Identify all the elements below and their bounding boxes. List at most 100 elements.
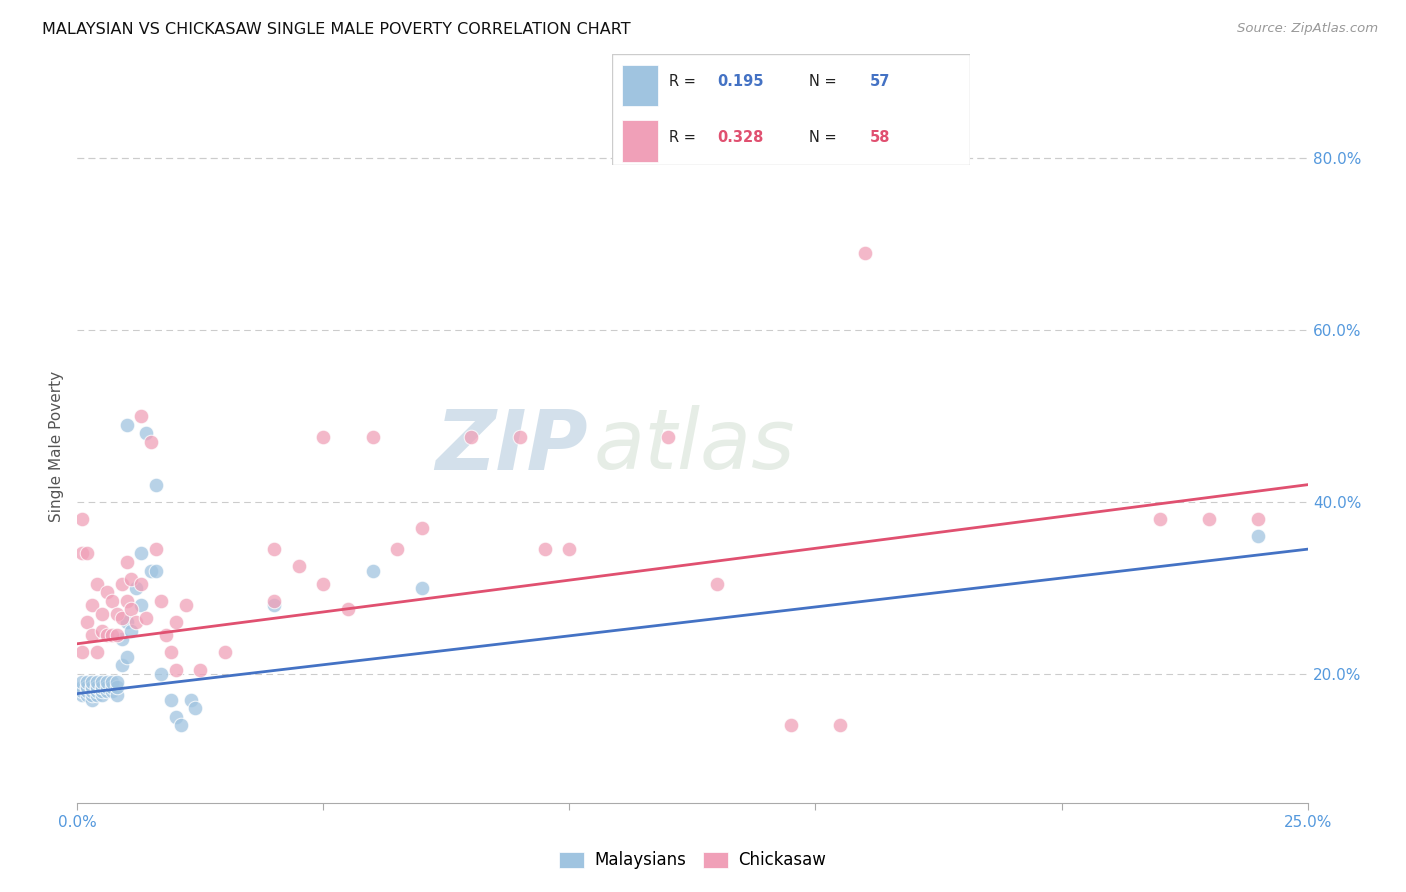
- Point: [165, 615, 187, 630]
- Point: [509, 430, 531, 444]
- Point: [853, 245, 876, 260]
- Point: [82, 598, 104, 612]
- Point: [1149, 512, 1171, 526]
- Point: [131, 409, 153, 423]
- Text: N =: N =: [808, 74, 841, 89]
- Point: [105, 689, 128, 703]
- Point: [82, 680, 104, 694]
- Point: [160, 692, 183, 706]
- Legend: Malaysians, Chickasaw: Malaysians, Chickasaw: [560, 851, 825, 870]
- Point: [115, 593, 138, 607]
- Point: [141, 434, 163, 449]
- Bar: [623, 120, 658, 161]
- Text: 0.328: 0.328: [717, 129, 763, 145]
- Point: [82, 675, 104, 690]
- Point: [115, 555, 138, 569]
- Point: [534, 542, 557, 557]
- Point: [135, 426, 157, 441]
- Point: [1247, 529, 1270, 543]
- Point: [86, 675, 108, 690]
- Point: [145, 542, 167, 557]
- Text: R =: R =: [669, 129, 700, 145]
- Point: [387, 542, 409, 557]
- Point: [115, 615, 138, 630]
- Point: [76, 680, 98, 694]
- Point: [657, 430, 679, 444]
- Point: [96, 675, 118, 690]
- Point: [76, 675, 98, 690]
- Point: [174, 598, 197, 612]
- Point: [460, 430, 482, 444]
- Point: [101, 684, 124, 698]
- Point: [361, 564, 384, 578]
- Point: [155, 628, 177, 642]
- Point: [184, 701, 207, 715]
- Text: 57: 57: [870, 74, 890, 89]
- Point: [141, 564, 163, 578]
- Point: [131, 546, 153, 560]
- Point: [150, 593, 173, 607]
- Point: [111, 576, 132, 591]
- Point: [70, 512, 93, 526]
- Text: atlas: atlas: [595, 406, 796, 486]
- Point: [145, 564, 167, 578]
- Point: [111, 611, 132, 625]
- Text: ZIP: ZIP: [436, 406, 588, 486]
- Point: [82, 684, 104, 698]
- Point: [101, 675, 124, 690]
- Point: [86, 645, 108, 659]
- Point: [70, 689, 93, 703]
- Point: [90, 624, 114, 638]
- Point: [121, 602, 143, 616]
- Point: [90, 680, 114, 694]
- Point: [263, 598, 285, 612]
- Point: [70, 675, 93, 690]
- Point: [121, 624, 143, 638]
- Point: [82, 692, 104, 706]
- Point: [830, 718, 852, 732]
- Text: MALAYSIAN VS CHICKASAW SINGLE MALE POVERTY CORRELATION CHART: MALAYSIAN VS CHICKASAW SINGLE MALE POVER…: [42, 22, 631, 37]
- Point: [312, 576, 335, 591]
- Point: [101, 680, 124, 694]
- Text: 58: 58: [870, 129, 890, 145]
- Point: [105, 680, 128, 694]
- Point: [70, 546, 93, 560]
- Point: [706, 576, 728, 591]
- Point: [82, 689, 104, 703]
- Point: [86, 689, 108, 703]
- Text: Source: ZipAtlas.com: Source: ZipAtlas.com: [1237, 22, 1378, 36]
- Point: [170, 718, 193, 732]
- Point: [131, 576, 153, 591]
- Point: [86, 680, 108, 694]
- Point: [76, 680, 98, 694]
- Point: [96, 628, 118, 642]
- Point: [76, 689, 98, 703]
- Point: [1198, 512, 1220, 526]
- Point: [145, 477, 167, 491]
- Point: [125, 615, 148, 630]
- Point: [125, 581, 148, 595]
- Point: [76, 684, 98, 698]
- Point: [86, 680, 108, 694]
- Point: [411, 521, 433, 535]
- Point: [70, 645, 93, 659]
- Bar: [623, 65, 658, 106]
- Point: [165, 663, 187, 677]
- Point: [135, 611, 157, 625]
- Point: [131, 598, 153, 612]
- Point: [101, 593, 124, 607]
- Point: [96, 585, 118, 599]
- Point: [90, 684, 114, 698]
- Point: [90, 689, 114, 703]
- Point: [96, 684, 118, 698]
- Y-axis label: Single Male Poverty: Single Male Poverty: [49, 370, 65, 522]
- Point: [90, 675, 114, 690]
- Point: [214, 645, 236, 659]
- Point: [90, 607, 114, 621]
- Point: [70, 684, 93, 698]
- Point: [115, 417, 138, 432]
- Point: [90, 680, 114, 694]
- Text: R =: R =: [669, 74, 700, 89]
- Point: [361, 430, 384, 444]
- Point: [82, 628, 104, 642]
